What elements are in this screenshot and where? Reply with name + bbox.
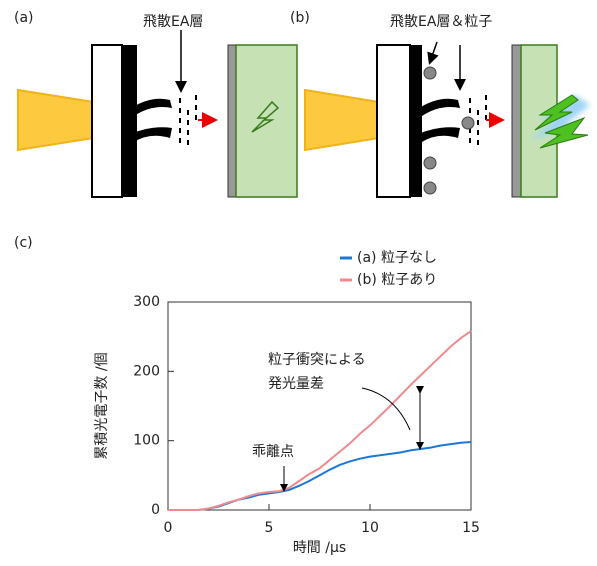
y-tick-label: 0 [151,502,160,518]
legend-label: (b) 粒子あり [357,272,437,288]
figure: (a) 飛散EA層 (b) 飛散EA層＆粒子 (c) 0 5 10 15 0 100 200… [0,0,597,562]
y-tick-label: 200 [133,363,160,379]
diagram-b: (b) 飛散EA層＆粒子 [290,10,590,197]
x-tick-label: 15 [462,520,480,536]
series-line [168,442,471,510]
caption: 飛散EA層 [143,14,203,30]
panel-label: (b) [290,10,310,26]
annotation: 乖離点 [252,443,294,460]
x-tick-label: 10 [361,520,379,536]
y-tick-label: 100 [133,433,160,449]
line-chart: 0 5 10 15 0 100 200 300 時間 /μs 累積光電子数 /個 (a) 粒子なし (… [94,250,480,556]
panel-label: (a) [14,10,34,26]
plot-frame [168,302,471,510]
caption: 飛散EA層＆粒子 [390,14,492,30]
annotation: 発光量差 [268,376,324,392]
x-tick-label: 0 [164,520,173,536]
y-axis-label: 累積光電子数 /個 [94,352,110,459]
panel-label: (c) [14,235,33,251]
diagram-a: (a) 飛散EA層 [14,10,297,197]
y-tick-label: 300 [133,294,160,310]
legend-label: (a) 粒子なし [357,250,437,266]
annotation: 粒子衝突による [268,352,366,368]
x-axis-label: 時間 /μs [293,540,346,556]
x-tick-label: 5 [265,520,274,536]
